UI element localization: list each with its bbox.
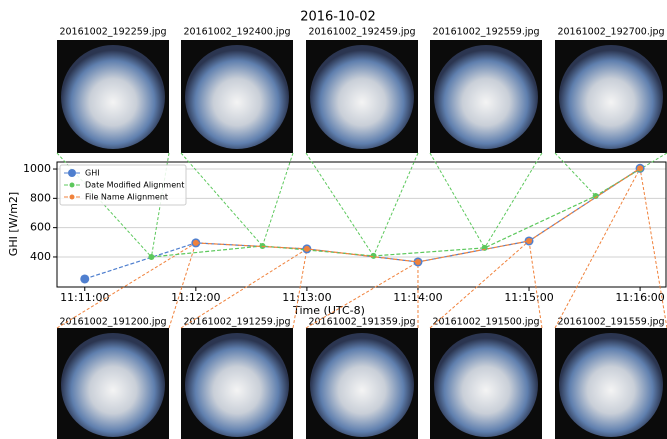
x-tick-label: 11:11:00 (60, 291, 109, 304)
y-tick-label: 600 (30, 221, 51, 234)
image-filename: 20161002_191259.jpg (183, 317, 290, 328)
sky-dome (559, 333, 663, 437)
series-point (593, 193, 599, 199)
sky-dome (559, 45, 663, 149)
series-point (637, 165, 643, 171)
series-point (304, 246, 310, 252)
x-tick-label: 11:15:00 (504, 291, 553, 304)
series-point (526, 238, 532, 244)
sky-dome (185, 45, 289, 149)
legend: GHI Date Modified Alignment File Name Alig… (60, 165, 186, 205)
sky-dome (310, 333, 414, 437)
image-filename: 20161002_191559.jpg (557, 317, 664, 328)
image-filename: 20161002_191500.jpg (432, 317, 539, 328)
series-point (193, 240, 199, 246)
image-filename: 20161002_192259.jpg (59, 27, 166, 38)
y-tick-label: 800 (30, 191, 51, 204)
legend-marker (70, 183, 75, 188)
sky-dome (310, 45, 414, 149)
sky-dome (185, 333, 289, 437)
y-axis-label: GHI [W/m2] (7, 192, 20, 256)
image-filename: 20161002_192700.jpg (557, 27, 664, 38)
legend-marker (70, 195, 75, 200)
legend-label: Date Modified Alignment (85, 181, 184, 190)
y-tick-label: 400 (30, 250, 51, 263)
legend-marker (68, 169, 76, 177)
sky-dome (434, 45, 538, 149)
legend-label: File Name Alignment (85, 193, 168, 202)
sky-dome (434, 333, 538, 437)
figure: 2016-10-02 20161002_192259.jpg 20161002_1… (0, 0, 667, 439)
x-tick-label: 11:13:00 (282, 291, 331, 304)
image-filename: 20161002_191200.jpg (59, 317, 166, 328)
image-filename: 20161002_192459.jpg (308, 27, 415, 38)
sky-dome (61, 333, 165, 437)
x-tick-label: 11:16:00 (615, 291, 664, 304)
sky-dome (61, 45, 165, 149)
legend-label: GHI (85, 169, 100, 178)
series-point (148, 254, 154, 260)
y-tick-label: 1000 (23, 162, 51, 175)
series-point (80, 274, 89, 283)
series-point (415, 259, 421, 265)
image-filename: 20161002_192400.jpg (183, 27, 290, 38)
image-filename: 20161002_191359.jpg (308, 317, 415, 328)
image-filename: 20161002_192559.jpg (432, 27, 539, 38)
chart-title: 2016-10-02 (300, 10, 376, 25)
